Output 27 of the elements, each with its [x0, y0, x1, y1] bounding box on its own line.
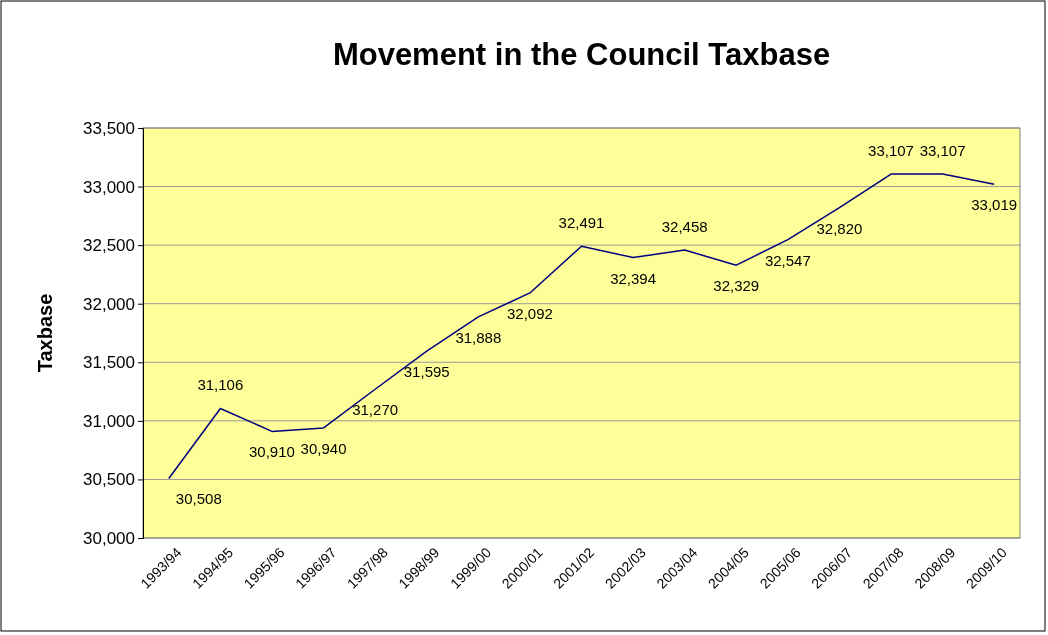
y-tick-label: 30,000 [83, 528, 135, 548]
y-tick-label: 32,500 [83, 236, 135, 256]
data-label: 32,820 [816, 219, 863, 237]
data-label: 32,092 [506, 304, 553, 322]
data-label: 32,458 [661, 218, 708, 236]
data-label: 31,888 [455, 328, 502, 346]
y-tick-label: 31,000 [83, 411, 135, 431]
data-label: 33,107 [919, 142, 966, 160]
data-label: 32,329 [713, 277, 760, 295]
data-label: 33,019 [971, 196, 1018, 214]
data-label: 32,491 [558, 214, 605, 232]
y-tick-label: 32,000 [83, 294, 135, 314]
data-label: 30,508 [175, 490, 222, 508]
y-axis-title: Taxbase [34, 293, 56, 373]
y-tick-label: 33,500 [83, 118, 135, 138]
data-label: 31,106 [197, 376, 244, 394]
data-label: 32,547 [764, 251, 811, 269]
chart-title: Movement in the Council Taxbase [332, 37, 831, 72]
data-label: 31,595 [403, 363, 450, 381]
data-label: 30,940 [300, 439, 347, 457]
data-label: 31,270 [352, 401, 399, 419]
y-tick-label: 30,500 [83, 470, 135, 490]
data-label: 33,107 [868, 142, 914, 160]
y-tick-label: 31,500 [83, 353, 135, 373]
data-label: 30,910 [249, 443, 295, 461]
y-tick-label: 33,000 [83, 177, 135, 197]
data-label: 32,394 [610, 269, 657, 287]
